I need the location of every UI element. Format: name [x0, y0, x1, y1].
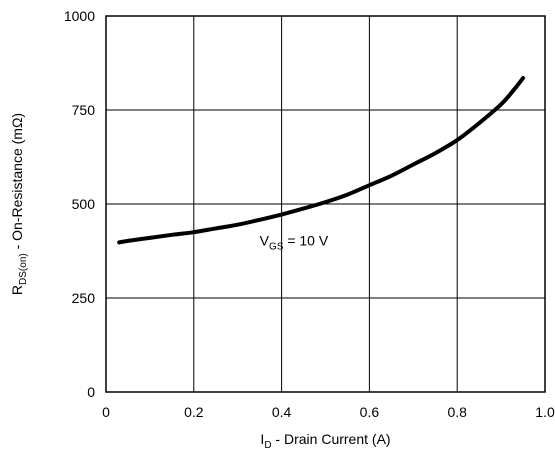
x-tick-label: 0.2 [184, 404, 204, 420]
y-axis-title: RDS(on) - On-Resistance (mΩ) [9, 113, 29, 295]
x-tick-label: 0.4 [272, 404, 292, 420]
series-line [117, 76, 526, 245]
y-tick-label: 750 [72, 102, 96, 118]
plot-frame [105, 15, 546, 393]
x-tick-label: 0.8 [447, 404, 467, 420]
x-axis-title: ID - Drain Current (A) [260, 431, 390, 451]
x-tick-label: 0.6 [360, 404, 380, 420]
x-tick-labels: 0 0.2 0.4 0.6 0.8 1.0 [102, 404, 555, 420]
x-tick-label: 0 [102, 404, 110, 420]
vgs-annotation: VGS = 10 V [260, 232, 329, 252]
y-tick-label: 0 [87, 384, 95, 400]
x-tick-label: 1.0 [535, 404, 555, 420]
y-tick-label: 1000 [64, 8, 95, 24]
y-tick-label: 500 [72, 196, 96, 212]
y-tick-labels: 0 250 500 750 1000 [64, 8, 95, 400]
y-tick-label: 250 [72, 290, 96, 306]
